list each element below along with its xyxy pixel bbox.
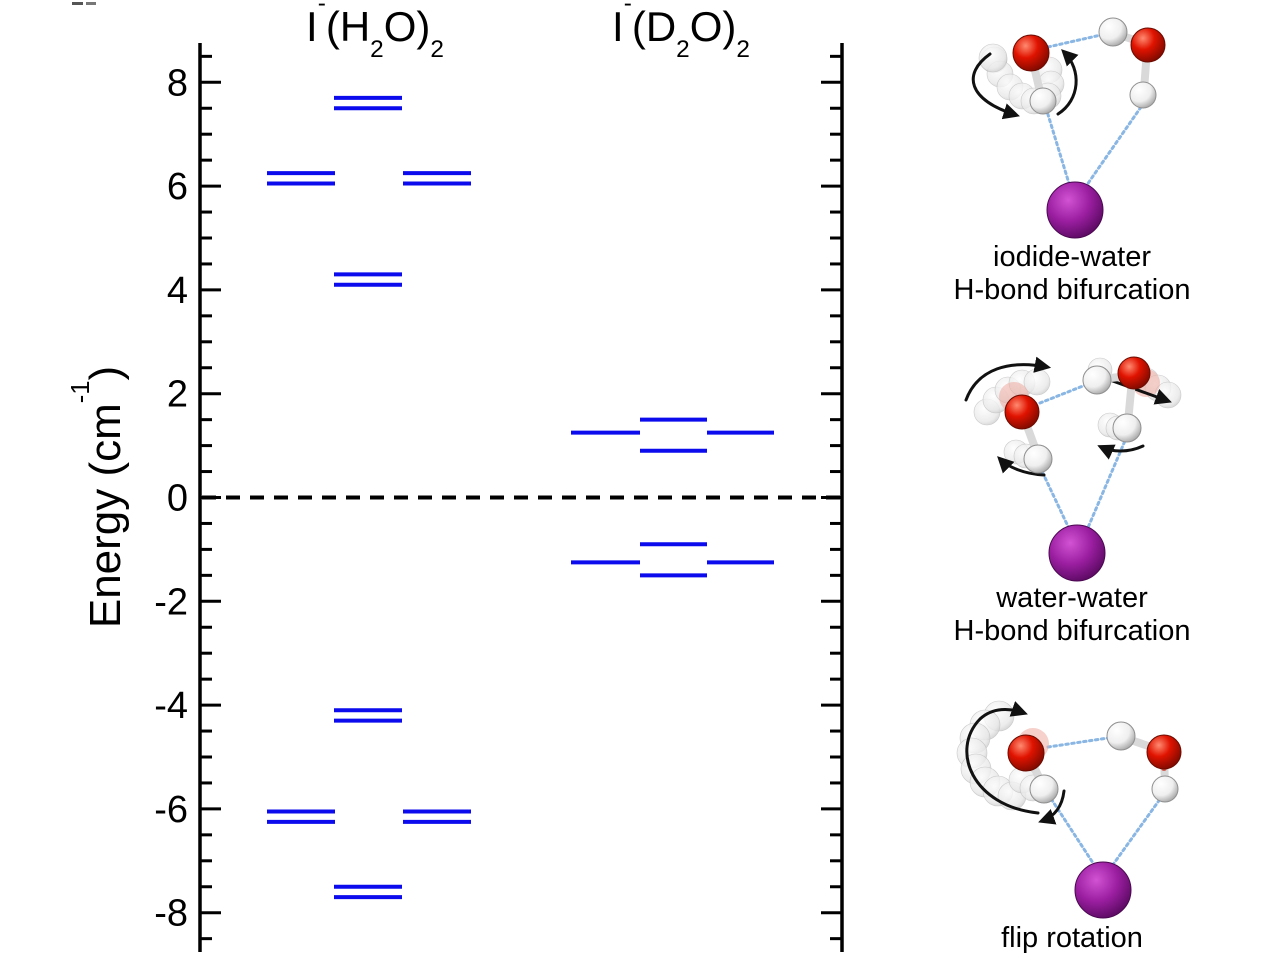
iodide-sphere <box>1046 181 1104 239</box>
charge-sup: - <box>317 0 326 17</box>
oxygen-sphere <box>1007 734 1045 772</box>
y-axis-label-text: Energy (cm <box>81 403 130 629</box>
caption-flip-rotation: flip rotation <box>1001 922 1143 955</box>
rotation-arrow <box>964 356 1052 402</box>
y-tick-label: 0 <box>167 478 188 520</box>
hydrogen-sphere <box>1129 81 1157 109</box>
hydrogen-sphere <box>1029 774 1059 804</box>
y-tick-label: 2 <box>167 374 188 416</box>
y-axis-label-close: ) <box>81 365 130 381</box>
y-axis-label: Energy (cm-1) <box>67 365 131 629</box>
caption-line: water-water <box>996 582 1148 614</box>
hbond-line <box>1046 33 1103 49</box>
y-axis-label-sup: -1 <box>66 380 95 404</box>
caption-line: flip rotation <box>1001 922 1143 954</box>
oxygen-sphere <box>1146 734 1182 770</box>
structure-iodide-water-bifurcation <box>971 17 1166 239</box>
caption-water-water: water-water H-bond bifurcation <box>954 582 1191 648</box>
rotation-arrow <box>997 456 1046 477</box>
rotation-arrow <box>965 701 1040 815</box>
iodide-sphere <box>1074 861 1132 919</box>
caption-line: H-bond bifurcation <box>953 615 1191 647</box>
hydrogen-sphere <box>1029 87 1057 115</box>
hbond-line <box>1046 736 1110 749</box>
hbond-line <box>1082 434 1129 539</box>
oxygen-sphere <box>1117 356 1151 390</box>
corner-artifact <box>72 2 96 5</box>
rotation-arrow <box>1038 789 1066 825</box>
caption-iodide-water: iodide-water H-bond bifurcation <box>954 241 1191 307</box>
column-title-d2o: I-(D2O)2 <box>612 0 750 63</box>
structure-water-water-bifurcation <box>964 356 1182 582</box>
iodide-sphere <box>1048 524 1106 582</box>
y-tick-label: 6 <box>167 166 188 208</box>
y-tick-label: 4 <box>167 270 188 312</box>
caption-line: H-bond bifurcation <box>953 274 1191 306</box>
oxygen-sphere <box>1004 394 1040 430</box>
hbond-line <box>1038 465 1075 539</box>
hbond-line <box>1046 792 1097 868</box>
hbond-line <box>1080 105 1143 194</box>
hbond-line <box>1038 382 1090 405</box>
charge-sup: - <box>623 0 632 17</box>
caption-line: iodide-water <box>993 241 1151 273</box>
hbond-line <box>1110 793 1165 868</box>
rotation-arrow <box>971 52 1020 120</box>
structure-flip-rotation <box>956 700 1182 919</box>
oxygen-sphere <box>1012 34 1050 72</box>
hydrogen-sphere <box>1098 17 1128 47</box>
y-tick-label: -6 <box>154 789 188 831</box>
hydrogen-sphere <box>1082 365 1112 395</box>
y-tick-label: 8 <box>167 62 188 104</box>
hbond-line <box>1044 106 1073 192</box>
hydrogen-sphere <box>1151 775 1179 803</box>
energy-level-chart: -8 -6 -4 -2 0 2 4 6 8 <box>154 43 844 952</box>
hydrogen-sphere <box>1023 444 1053 474</box>
oxygen-sphere <box>1130 27 1166 63</box>
y-tick-label: -2 <box>154 581 188 623</box>
hydrogen-sphere <box>1112 413 1142 443</box>
rotation-arrow <box>1056 49 1079 116</box>
y-tick-label: -4 <box>154 685 188 727</box>
column-title-h2o: I-(H2O)2 <box>306 0 444 63</box>
hydrogen-sphere <box>1106 721 1136 751</box>
y-tick-label: -8 <box>154 893 188 935</box>
rotation-arrow <box>1097 444 1145 460</box>
